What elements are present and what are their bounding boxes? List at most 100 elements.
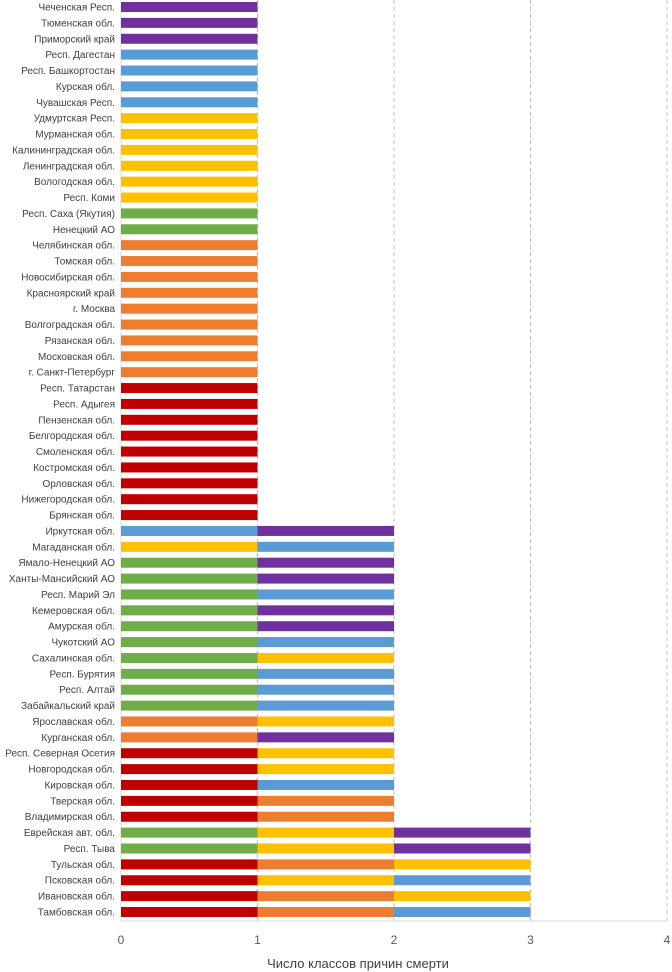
bar-segment-orange — [121, 271, 258, 282]
x-tick-label: 0 — [118, 933, 125, 947]
bar-segment-blue — [257, 684, 394, 695]
category-label: Московская обл. — [38, 351, 115, 363]
bar-segment-purple — [257, 732, 394, 743]
category-label: Амурская обл. — [48, 621, 115, 633]
bar-segment-purple — [121, 17, 258, 28]
bar-segment-green — [121, 589, 258, 600]
bar-segment-green — [121, 573, 258, 584]
bar-segment-orange — [121, 256, 258, 267]
bar-segment-yellow — [257, 843, 394, 854]
bar-segment-yellow — [121, 160, 258, 171]
category-label: Респ. Башкортостан — [21, 66, 115, 77]
bar-segment-red — [121, 462, 258, 473]
bar-segment-blue — [121, 49, 258, 60]
bar-segment-red — [121, 510, 258, 521]
bar-segment-yellow — [257, 764, 394, 775]
bar-segment-red — [121, 478, 258, 489]
bar-segment-green — [121, 684, 258, 695]
bar-segment-purple — [257, 573, 394, 584]
category-label: Курская обл. — [56, 81, 115, 93]
bar-segment-red — [121, 430, 258, 441]
bar-segment-green — [121, 224, 258, 235]
bar-segment-orange — [257, 811, 394, 822]
category-label: Ивановская обл. — [38, 891, 115, 903]
bar-segment-red — [121, 907, 258, 917]
category-label: Псковская обл. — [45, 875, 115, 887]
bar-segment-purple — [394, 827, 531, 838]
bar-segment-yellow — [394, 859, 531, 870]
bar-segment-blue — [121, 525, 258, 536]
bar-segment-yellow — [121, 129, 258, 140]
category-label: Смоленская обл. — [36, 446, 115, 458]
category-label: Орловская обл. — [42, 478, 115, 490]
bar-segment-red — [121, 748, 258, 759]
bar-segment-green — [121, 843, 258, 854]
category-label: Ямало-Ненецкий АО — [18, 558, 115, 569]
bar-segment-red — [121, 811, 258, 822]
bar-segment-purple — [121, 33, 258, 44]
bar-segment-green — [121, 827, 258, 838]
bar-segment-purple — [257, 525, 394, 536]
category-label: г. Москва — [73, 304, 116, 315]
category-label: Ханты-Мансийский АО — [9, 574, 115, 585]
bar-segment-yellow — [121, 176, 258, 187]
category-label: Ненецкий АО — [53, 225, 115, 236]
bar-segment-yellow — [257, 652, 394, 663]
bar-segment-orange — [121, 367, 258, 378]
category-label: Калининградская обл. — [12, 144, 115, 156]
category-label: Брянская обл. — [49, 510, 115, 522]
bar-segment-blue — [257, 668, 394, 679]
bar-segment-red — [121, 398, 258, 409]
x-tick-labels: 0 1 2 3 4 — [118, 933, 671, 947]
bar-segment-red — [121, 494, 258, 505]
bar-segment-red — [121, 875, 258, 886]
category-label: Тверская обл. — [50, 795, 115, 807]
category-label: Иркутская обл. — [45, 525, 115, 537]
category-label: Волгоградская обл. — [25, 319, 115, 331]
bar-segment-blue — [257, 637, 394, 648]
category-label: Новгородская обл. — [28, 764, 115, 776]
bar-segment-blue — [121, 81, 258, 92]
bar-segment-green — [121, 637, 258, 648]
bar-segment-red — [121, 764, 258, 775]
category-label: Владимирская обл. — [25, 811, 115, 823]
x-tick-label: 1 — [254, 933, 261, 947]
bar-segment-orange — [257, 891, 394, 902]
category-label: Костромская обл. — [33, 462, 115, 474]
bar-segment-red — [121, 779, 258, 790]
category-label: Тюменская обл. — [41, 17, 115, 29]
bar-segment-red — [121, 795, 258, 806]
category-label: Челябинская обл. — [32, 240, 115, 252]
bar-segment-green — [121, 557, 258, 568]
bar-segment-green — [121, 208, 258, 219]
bar-segment-orange — [257, 859, 394, 870]
category-label: Респ. Марий Эл — [41, 590, 115, 601]
bar-segment-blue — [257, 779, 394, 790]
category-label: Чеченская Респ. — [38, 3, 115, 14]
bar-segment-purple — [121, 2, 258, 12]
bars — [121, 2, 531, 917]
bar-segment-yellow — [257, 875, 394, 886]
category-label: Тульская обл. — [51, 859, 115, 871]
bar-segment-blue — [257, 589, 394, 600]
category-label: Удмуртская Респ. — [34, 114, 115, 125]
bar-segment-orange — [121, 303, 258, 314]
bar-segment-orange — [121, 732, 258, 743]
category-label: Респ. Татарстан — [40, 384, 115, 395]
category-label: Магаданская обл. — [32, 541, 115, 553]
category-label: Приморский край — [34, 34, 115, 45]
bar-segment-yellow — [121, 144, 258, 155]
bar-segment-yellow — [257, 748, 394, 759]
bar-segment-yellow — [121, 541, 258, 552]
category-label: Новосибирская обл. — [21, 271, 115, 283]
x-tick-label: 2 — [391, 933, 398, 947]
category-label: Кемеровская обл. — [32, 605, 115, 617]
category-label: Ярославская обл. — [32, 716, 115, 728]
bar-segment-yellow — [257, 827, 394, 838]
category-label: Еврейская авт. обл. — [24, 827, 115, 839]
category-label: Сахалинская обл. — [32, 652, 115, 664]
bar-segment-green — [121, 621, 258, 632]
category-label: Мурманская обл. — [35, 129, 115, 141]
bar-segment-yellow — [121, 192, 258, 203]
category-label: Чукотский АО — [51, 638, 115, 649]
